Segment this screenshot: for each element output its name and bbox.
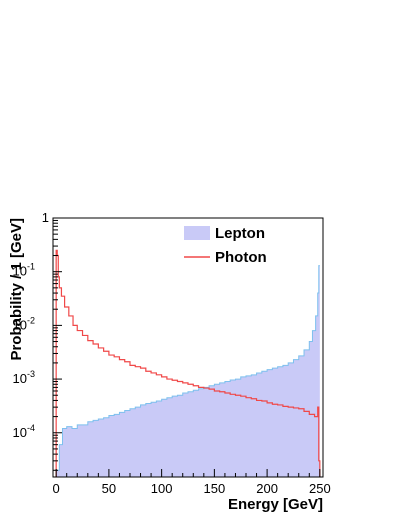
x-tick-label: 200 [256, 481, 278, 496]
photon-legend-label: Photon [215, 249, 267, 266]
legend: Lepton Photon [184, 225, 267, 266]
y-axis-title: Probability / 1 [GeV] [8, 218, 25, 361]
axes: 0 50 100 150 200 250 1 10-1 10-2 10-3 10-4 [13, 210, 331, 496]
y-tick-label: 1 [42, 210, 49, 225]
x-axis-title: Energy [GeV] [228, 496, 323, 513]
lepton-legend-swatch [184, 226, 210, 240]
y-tick-label: 10-1 [13, 262, 35, 279]
plot-frame [52, 217, 324, 478]
y-tick-label: 10-3 [13, 369, 35, 386]
photon-histogram-line [55, 249, 321, 477]
lepton-legend-label: Lepton [215, 225, 265, 242]
x-tick-label: 150 [204, 481, 226, 496]
plot-area [55, 249, 321, 477]
y-tick-label: 10-4 [13, 423, 35, 440]
lepton-histogram-outline [56, 265, 320, 471]
x-tick-label: 50 [102, 481, 116, 496]
y-tick-label: 10-2 [13, 315, 35, 332]
lepton-histogram-fill [56, 265, 320, 477]
x-tick-label: 100 [151, 481, 173, 496]
x-tick-label: 250 [309, 481, 331, 496]
x-tick-label: 0 [53, 481, 60, 496]
